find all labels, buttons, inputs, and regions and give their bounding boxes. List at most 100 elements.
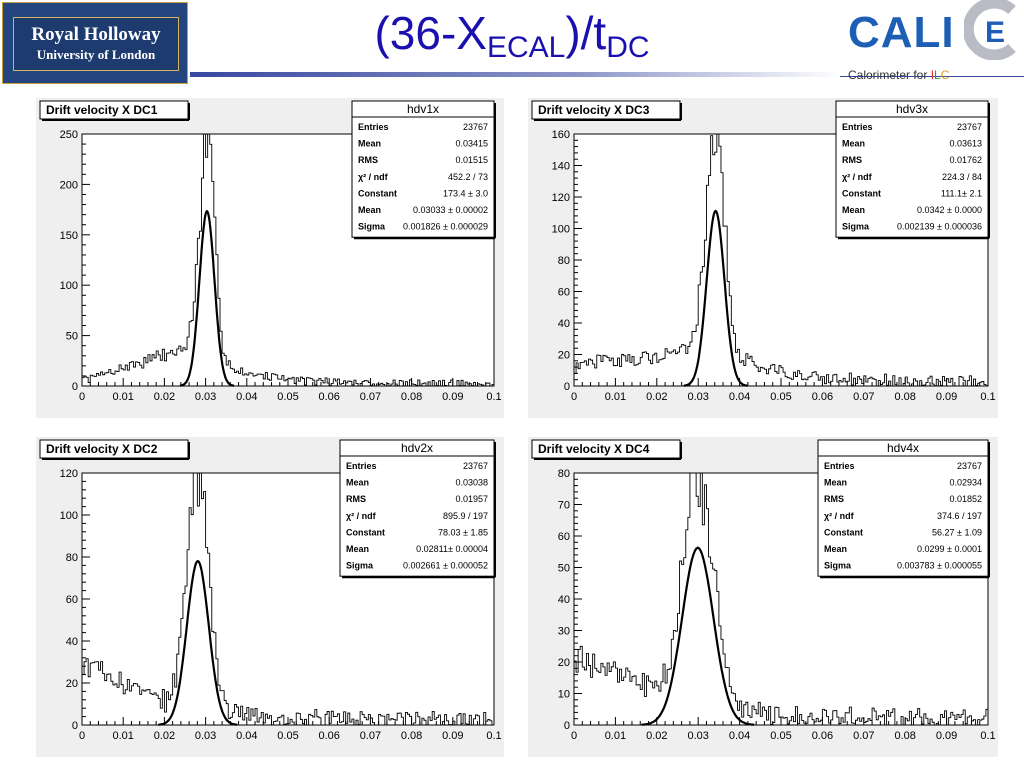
header-rule: [190, 72, 840, 77]
stats-key: Constant: [824, 527, 863, 537]
histogram-panel-dc2: 0 0.01 0.02 0.03 0.04 0.05 0.06 0.07 0.08 0.09 0.1…: [36, 437, 504, 757]
stats-value: 452.2 / 73: [448, 172, 488, 182]
x-tick-label: 0.05: [770, 730, 791, 742]
stats-value: 0.001826 ± 0.000029: [403, 222, 488, 232]
y-tick-label: 150: [60, 230, 78, 242]
x-tick-label: 0.03: [195, 391, 216, 403]
x-tick-label: 0.08: [401, 391, 422, 403]
stats-key: RMS: [346, 494, 366, 504]
x-tick-label: 0.04: [729, 730, 750, 742]
x-tick-label: 0.01: [112, 391, 133, 403]
stats-key: Entries: [358, 122, 389, 132]
x-tick-label: 0.02: [646, 730, 667, 742]
histogram-panel-dc1: 0 0.01 0.02 0.03 0.04 0.05 0.06 0.07 0.08 0.09 0.1…: [36, 98, 504, 418]
y-tick-label: 40: [558, 594, 570, 606]
histogram-panel-dc3: 0 0.01 0.02 0.03 0.04 0.05 0.06 0.07 0.08 0.09 0.1…: [528, 98, 998, 418]
histogram-bars: [81, 472, 494, 726]
stats-value: 0.01762: [949, 155, 982, 165]
x-tick-label: 0.09: [936, 730, 957, 742]
y-tick-label: 20: [558, 350, 570, 362]
y-tick-label: 140: [552, 161, 570, 173]
x-tick-label: 0.04: [236, 391, 257, 403]
y-tick-label: 60: [66, 594, 78, 606]
stats-key: Mean: [842, 139, 865, 149]
histogram-svg-dc4: 0 0.01 0.02 0.03 0.04 0.05 0.06 0.07 0.08 0.09 0.1…: [528, 437, 998, 757]
stats-key: Constant: [842, 188, 881, 198]
x-tick-label: 0.06: [318, 730, 339, 742]
stats-key: Constant: [358, 188, 397, 198]
calice-subtitle-l: L: [934, 68, 941, 82]
title-subscript-dc: DC: [606, 31, 650, 64]
histogram-bars: [573, 133, 989, 387]
stats-key: Mean: [358, 205, 381, 215]
stats-name: hdv1x: [407, 102, 439, 116]
stats-key: Mean: [346, 544, 369, 554]
stats-value: 23767: [463, 122, 488, 132]
stats-value: 78.03 ± 1.85: [438, 527, 488, 537]
y-tick-label: 120: [552, 192, 570, 204]
x-tick-label: 0.09: [442, 391, 463, 403]
x-tick-label: 0.04: [236, 730, 257, 742]
royal-holloway-logo: Royal Holloway University of London: [2, 2, 188, 84]
calice-c-icon: E: [964, 0, 1016, 60]
x-tick-label: 0.07: [360, 730, 381, 742]
x-tick-label: 0.09: [936, 391, 957, 403]
stats-key: Mean: [824, 478, 847, 488]
stats-key: Entries: [346, 461, 377, 471]
y-tick-label: 20: [558, 657, 570, 669]
x-tick-label: 0.07: [853, 730, 874, 742]
stats-key: RMS: [842, 155, 862, 165]
stats-value: 0.03415: [455, 139, 488, 149]
stats-name: hdv3x: [896, 102, 928, 116]
y-tick-label: 10: [558, 689, 570, 701]
calice-wordmark: CALI: [848, 8, 955, 57]
calice-subtitle: Calorimeter for ILC: [848, 68, 949, 82]
x-tick-label: 0.07: [360, 391, 381, 403]
x-tick-label: 0.05: [277, 391, 298, 403]
histogram-title: Drift velocity X DC4: [538, 442, 650, 456]
x-tick-label: 0.05: [770, 391, 791, 403]
stats-key: RMS: [358, 155, 378, 165]
calice-subtitle-prefix: Calorimeter for: [848, 68, 931, 82]
x-tick-label: 0.06: [318, 391, 339, 403]
stats-value: 0.01957: [455, 494, 488, 504]
x-tick-label: 0.1: [486, 730, 501, 742]
stats-key: Mean: [358, 139, 381, 149]
histogram-title: Drift velocity X DC1: [46, 103, 158, 117]
x-tick-label: 0.1: [980, 730, 995, 742]
stats-value: 0.002139 ± 0.000036: [897, 222, 982, 232]
stats-key: Sigma: [346, 561, 374, 571]
y-tick-label: 80: [558, 255, 570, 267]
stats-key: Sigma: [358, 222, 386, 232]
x-tick-label: 0.04: [729, 391, 750, 403]
x-tick-label: 0.08: [894, 730, 915, 742]
y-tick-label: 0: [72, 720, 78, 732]
header-rule-right: [840, 76, 1024, 77]
histogram-title: Drift velocity X DC2: [46, 442, 158, 456]
stats-value: 0.03033 ± 0.00002: [413, 205, 488, 215]
gaussian-fit-curve: [641, 546, 755, 726]
stats-name: hdv2x: [401, 441, 433, 455]
slide-title: (36-XECAL)/tDC: [0, 6, 1024, 65]
x-tick-label: 0.1: [980, 391, 995, 403]
x-tick-label: 0.01: [605, 730, 626, 742]
stats-value: 0.0342 ± 0.0000: [917, 205, 982, 215]
stats-value: 0.02811± 0.00004: [416, 544, 488, 554]
stats-value: 111.1± 2.1: [941, 188, 982, 198]
stats-value: 895.9 / 197: [443, 511, 488, 521]
y-tick-label: 60: [558, 531, 570, 543]
y-tick-label: 60: [558, 287, 570, 299]
stats-name: hdv4x: [887, 441, 919, 455]
stats-value: 0.01515: [455, 155, 488, 165]
y-tick-label: 0: [72, 381, 78, 393]
stats-value: 224.3 / 84: [942, 172, 982, 182]
logo-line-2: University of London: [36, 47, 156, 62]
stats-value: 0.003783 ± 0.000055: [897, 561, 982, 571]
y-tick-label: 100: [60, 510, 78, 522]
calice-subtitle-i: I: [930, 68, 935, 82]
x-tick-label: 0: [79, 730, 85, 742]
histogram-title: Drift velocity X DC3: [538, 103, 650, 117]
y-tick-label: 40: [66, 636, 78, 648]
calice-subtitle-c: C: [940, 68, 950, 82]
x-tick-label: 0.08: [401, 730, 422, 742]
